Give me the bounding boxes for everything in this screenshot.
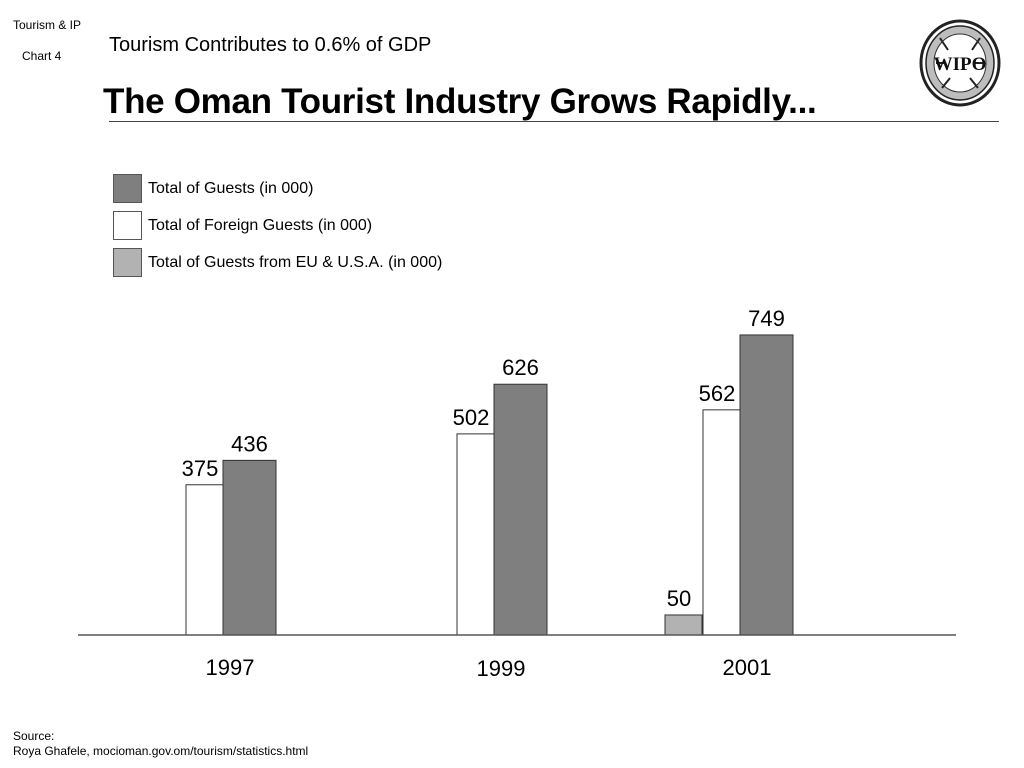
corner-label-topic: Tourism & IP [13,18,82,32]
x-tick-label-1999: 1999 [477,656,526,681]
source-citation: Roya Ghafele, mocioman.gov.om/tourism/st… [13,744,309,758]
title-divider [109,121,999,122]
x-tick-label-2001: 2001 [723,655,772,680]
logo-text: WIPO [934,54,987,75]
bar-total-guests-1997 [222,459,277,636]
bar-total-guests-2001 [739,334,794,636]
corner-label-chart-number: Chart 4 [22,49,62,63]
legend-label-foreign-guests: Total of Foreign Guests (in 000) [148,217,373,234]
source-label: Source: [13,729,55,743]
legend-swatch-total-guests [113,174,142,203]
legend-label-eu-usa-guests: Total of Guests from EU & U.S.A. (in 000… [148,254,443,271]
data-label-total-guests-1999: 626 [502,355,539,380]
legend-swatch-eu-usa-guests [113,248,142,277]
legend-swatch-foreign-guests [113,211,142,240]
bar-foreign-guests-2001 [702,409,741,636]
data-label-total-guests-1997: 436 [231,431,268,456]
bar-eu-usa-guests-2001 [664,614,703,636]
bar-total-guests-1999 [493,383,548,636]
wipo-seal-icon: WIPO [919,19,1001,107]
legend-label-total-guests: Total of Guests (in 000) [148,180,314,197]
chart-subtitle: Tourism Contributes to 0.6% of GDP [109,34,432,56]
data-label-eu-usa-guests-2001: 50 [667,586,691,611]
x-tick-label-1997: 1997 [206,655,255,680]
chart-title: The Oman Tourist Industry Grows Rapidly.… [103,82,817,121]
data-label-foreign-guests-2001: 562 [699,381,736,406]
data-label-foreign-guests-1999: 502 [453,405,490,430]
bar-foreign-guests-1997 [185,484,224,636]
data-label-foreign-guests-1997: 375 [182,456,219,481]
data-label-total-guests-2001: 749 [748,306,785,331]
bar-foreign-guests-1999 [456,433,495,636]
